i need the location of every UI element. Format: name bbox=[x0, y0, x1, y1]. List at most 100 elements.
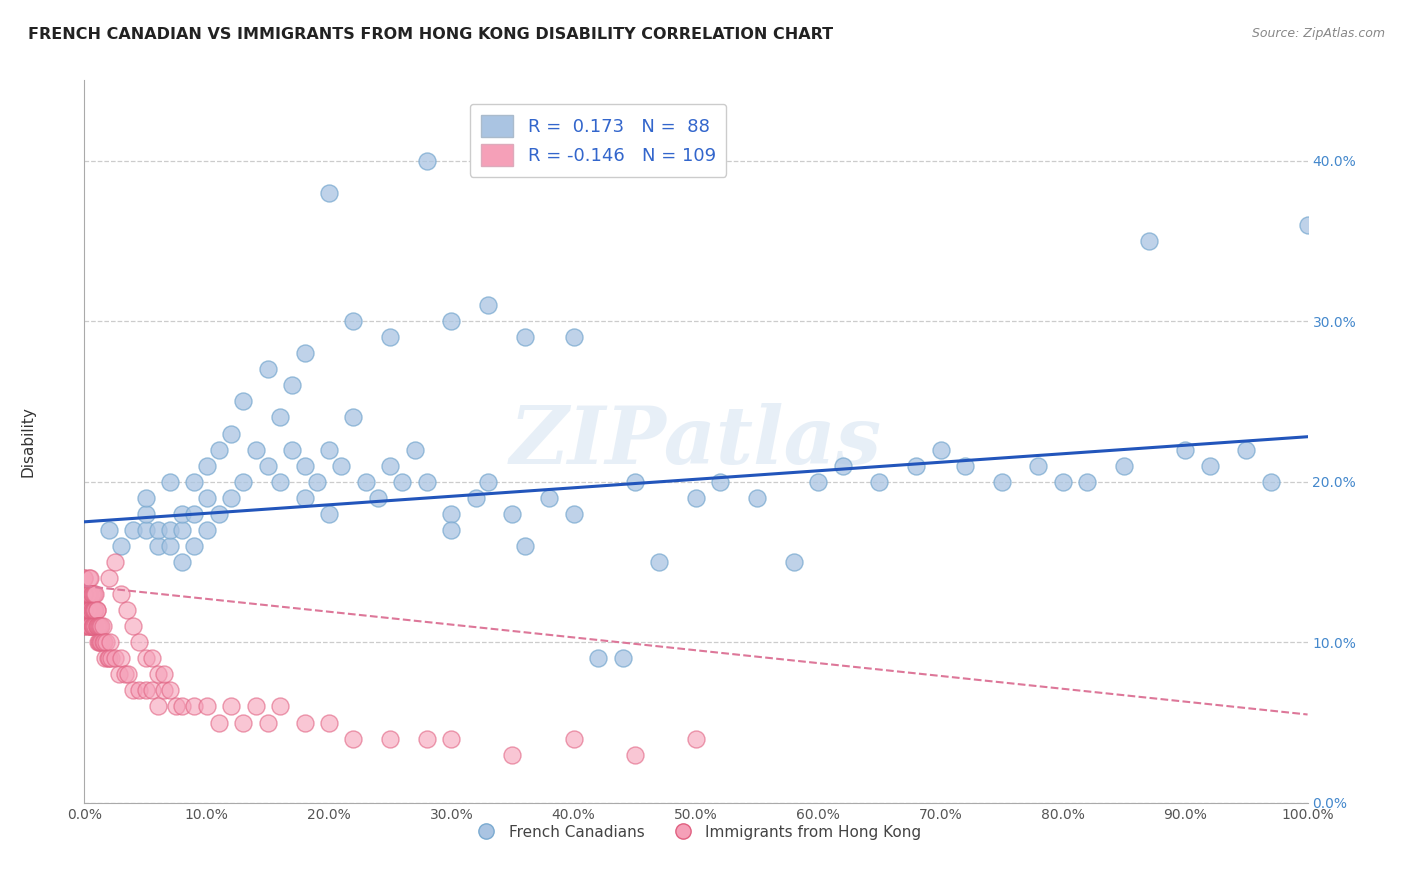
Point bbox=[318, 715, 340, 730]
Point bbox=[624, 747, 647, 762]
Point bbox=[93, 635, 115, 649]
Point bbox=[172, 699, 194, 714]
Point bbox=[80, 587, 103, 601]
Point bbox=[73, 571, 96, 585]
Point bbox=[562, 330, 585, 344]
Point bbox=[783, 555, 806, 569]
Point bbox=[195, 523, 218, 537]
Point bbox=[502, 747, 524, 762]
Point bbox=[513, 330, 536, 344]
Point bbox=[219, 699, 242, 714]
Point bbox=[73, 571, 96, 585]
Point bbox=[294, 491, 316, 505]
Point bbox=[97, 651, 120, 665]
Point bbox=[80, 603, 103, 617]
Point bbox=[1137, 234, 1160, 248]
Point bbox=[183, 507, 205, 521]
Point bbox=[82, 619, 104, 633]
Point bbox=[440, 731, 463, 746]
Point bbox=[128, 635, 150, 649]
Point bbox=[159, 475, 181, 489]
Point bbox=[73, 603, 96, 617]
Point bbox=[318, 507, 340, 521]
Point bbox=[84, 603, 107, 617]
Point bbox=[232, 475, 254, 489]
Point bbox=[159, 683, 181, 698]
Point bbox=[87, 635, 110, 649]
Point bbox=[135, 651, 157, 665]
Point bbox=[208, 507, 231, 521]
Point bbox=[77, 603, 100, 617]
Legend: French Canadians, Immigrants from Hong Kong: French Canadians, Immigrants from Hong K… bbox=[464, 819, 928, 846]
Point bbox=[122, 619, 145, 633]
Point bbox=[831, 458, 853, 473]
Point bbox=[104, 651, 127, 665]
Point bbox=[1260, 475, 1282, 489]
Point bbox=[73, 587, 96, 601]
Point bbox=[953, 458, 976, 473]
Point bbox=[380, 330, 402, 344]
Point bbox=[146, 699, 169, 714]
Point bbox=[342, 314, 364, 328]
Point bbox=[1028, 458, 1050, 473]
Point bbox=[97, 651, 120, 665]
Point bbox=[416, 153, 439, 168]
Point bbox=[117, 667, 139, 681]
Point bbox=[440, 523, 463, 537]
Point bbox=[367, 491, 389, 505]
Point bbox=[1052, 475, 1074, 489]
Point bbox=[342, 410, 364, 425]
Point bbox=[77, 587, 100, 601]
Point bbox=[91, 619, 114, 633]
Point bbox=[159, 539, 181, 553]
Point bbox=[87, 635, 110, 649]
Point bbox=[146, 539, 169, 553]
Point bbox=[232, 715, 254, 730]
Point bbox=[122, 523, 145, 537]
Point bbox=[477, 475, 499, 489]
Point bbox=[141, 683, 163, 698]
Point bbox=[83, 587, 105, 601]
Point bbox=[153, 683, 176, 698]
Point bbox=[79, 603, 101, 617]
Point bbox=[416, 731, 439, 746]
Point bbox=[208, 442, 231, 457]
Point bbox=[135, 523, 157, 537]
Point bbox=[77, 571, 100, 585]
Point bbox=[82, 619, 104, 633]
Point bbox=[1174, 442, 1197, 457]
Point bbox=[991, 475, 1014, 489]
Point bbox=[73, 603, 96, 617]
Point bbox=[104, 555, 127, 569]
Point bbox=[232, 394, 254, 409]
Point bbox=[538, 491, 561, 505]
Point bbox=[87, 619, 110, 633]
Point bbox=[86, 603, 108, 617]
Point bbox=[1236, 442, 1258, 457]
Point bbox=[79, 619, 101, 633]
Point bbox=[219, 426, 242, 441]
Point bbox=[128, 683, 150, 698]
Point bbox=[562, 731, 585, 746]
Point bbox=[391, 475, 413, 489]
Point bbox=[586, 651, 609, 665]
Point bbox=[624, 475, 647, 489]
Point bbox=[80, 619, 103, 633]
Point bbox=[86, 619, 108, 633]
Point bbox=[183, 699, 205, 714]
Point bbox=[94, 651, 117, 665]
Point bbox=[281, 378, 304, 392]
Point bbox=[219, 491, 242, 505]
Point bbox=[135, 683, 157, 698]
Point bbox=[869, 475, 891, 489]
Point bbox=[90, 635, 112, 649]
Point bbox=[77, 603, 100, 617]
Point bbox=[183, 475, 205, 489]
Point bbox=[79, 619, 101, 633]
Point bbox=[562, 507, 585, 521]
Point bbox=[79, 571, 101, 585]
Point bbox=[281, 442, 304, 457]
Point bbox=[502, 507, 524, 521]
Point bbox=[82, 603, 104, 617]
Point bbox=[257, 362, 280, 376]
